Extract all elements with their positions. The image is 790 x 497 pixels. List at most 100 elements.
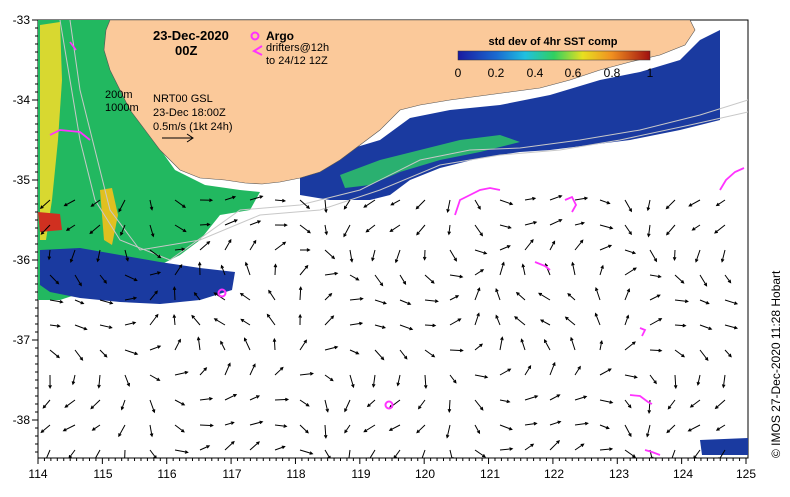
current-arrow xyxy=(99,349,108,358)
current-arrow xyxy=(495,314,501,326)
current-arrow xyxy=(64,399,76,408)
current-arrow xyxy=(240,318,251,326)
drifter-legend-line2: to 24/12 12Z xyxy=(266,55,328,67)
current-arrow xyxy=(715,424,726,431)
current-arrow xyxy=(649,318,663,326)
current-arrow xyxy=(174,263,183,276)
current-arrow xyxy=(174,247,186,252)
current-arrow xyxy=(724,274,732,284)
current-arrow xyxy=(93,449,101,458)
current-arrow xyxy=(571,261,576,276)
current-arrow xyxy=(646,424,651,438)
current-arrow xyxy=(449,274,464,279)
current-arrow xyxy=(224,219,238,226)
lat-label-35: -35 xyxy=(13,173,31,187)
current-arrow xyxy=(524,443,535,451)
lat-label-34: -34 xyxy=(13,93,31,107)
current-arrow xyxy=(324,292,333,301)
current-arrow xyxy=(120,224,126,236)
current-arrow xyxy=(299,371,314,376)
current-arrow xyxy=(720,249,726,263)
current-arrow xyxy=(49,324,61,328)
current-arrow xyxy=(149,449,157,458)
colorbar-tick-5: 1 xyxy=(647,66,654,80)
current-arrow xyxy=(389,224,401,233)
current-arrow xyxy=(388,424,401,431)
current-arrow xyxy=(274,241,287,251)
map-time: 00Z xyxy=(175,43,197,58)
current-arrow xyxy=(349,374,355,389)
current-arrow xyxy=(696,374,701,386)
current-arrow xyxy=(90,399,101,410)
current-arrow xyxy=(40,224,51,235)
current-arrow xyxy=(239,292,251,301)
current-arrow xyxy=(595,286,601,301)
current-arrow xyxy=(474,199,481,210)
current-arrow xyxy=(40,424,51,434)
current-arrow xyxy=(298,313,302,326)
current-arrow xyxy=(674,323,687,328)
current-arrow xyxy=(499,447,514,451)
current-arrow xyxy=(390,199,401,206)
current-arrow xyxy=(599,199,611,205)
current-arrow xyxy=(624,449,637,458)
current-arrow xyxy=(474,269,485,276)
current-arrow xyxy=(574,421,589,426)
current-arrow xyxy=(567,292,576,301)
current-arrow xyxy=(549,361,556,376)
current-arrow xyxy=(371,249,376,262)
lon-labels: 114 115 116 117 118 119 120 121 122 123 … xyxy=(28,467,756,481)
current-arrow xyxy=(564,316,576,326)
current-arrow xyxy=(499,368,512,376)
current-arrow xyxy=(515,291,526,301)
current-arrow xyxy=(718,449,726,458)
argo-float-2 xyxy=(384,400,394,410)
current-arrow xyxy=(415,199,426,210)
current-arrow xyxy=(249,239,257,251)
current-arrow xyxy=(120,399,126,411)
current-arrow xyxy=(396,374,401,387)
current-arrow xyxy=(74,274,82,287)
current-arrow xyxy=(348,449,351,458)
lat-label-33: -33 xyxy=(13,13,31,27)
current-arrow xyxy=(499,199,514,206)
current-arrow xyxy=(417,399,426,410)
current-arrow xyxy=(416,424,426,434)
current-arrow xyxy=(124,349,139,356)
current-arrow xyxy=(344,424,351,434)
current-arrow xyxy=(549,394,561,401)
current-arrow xyxy=(118,424,126,438)
current-arrow xyxy=(323,424,328,439)
current-arrow xyxy=(191,314,201,326)
current-arrow xyxy=(649,249,658,263)
current-arrow xyxy=(689,399,701,408)
sst-yellow-band xyxy=(40,22,62,240)
current-arrow xyxy=(272,337,277,351)
current-arrow xyxy=(149,345,162,351)
current-arrow xyxy=(172,286,177,301)
colorbar-tick-4: 0.8 xyxy=(604,66,621,80)
current-arrow xyxy=(474,374,489,379)
current-arrow xyxy=(68,449,76,458)
current-arrow xyxy=(74,299,85,305)
current-arrow xyxy=(521,263,526,276)
current-arrow xyxy=(599,244,613,251)
current-arrow xyxy=(124,249,129,262)
scale-arrow xyxy=(162,133,194,143)
current-arrow xyxy=(324,199,328,214)
current-arrow xyxy=(394,249,401,264)
current-arrow xyxy=(474,424,481,435)
current-arrow xyxy=(74,324,88,331)
current-arrow xyxy=(691,224,701,231)
current-arrow xyxy=(539,319,551,326)
current-arrow xyxy=(149,249,162,259)
current-arrow xyxy=(99,324,113,329)
current-arrow xyxy=(49,349,60,359)
current-arrow xyxy=(624,424,632,438)
current-arrow xyxy=(699,274,708,287)
lon-label-121: 121 xyxy=(480,467,500,481)
current-arrow xyxy=(671,449,676,458)
current-arrow xyxy=(574,239,584,251)
current-arrow xyxy=(449,348,464,353)
